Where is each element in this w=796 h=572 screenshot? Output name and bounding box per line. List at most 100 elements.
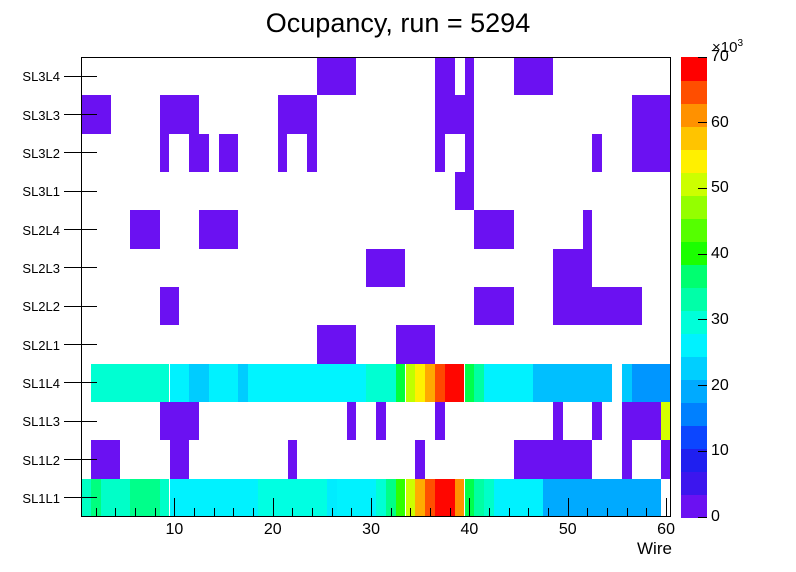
colorbar-tick [698,56,707,58]
colorbar-tick-label: 0 [711,508,720,525]
x-axis-minor-tick [95,508,97,517]
heatmap-cell [435,402,445,441]
heatmap-cell [435,478,455,517]
colorbar-band [681,471,707,495]
colorbar-band [681,103,707,127]
colorbar-band [681,218,707,242]
x-axis-minor-tick [410,508,412,517]
heatmap-cell [218,133,239,172]
x-axis-minor-tick [508,508,510,517]
x-axis-minor-tick [587,508,589,517]
heatmap-cell [366,248,406,287]
heatmap-cell [435,133,445,172]
y-axis-tick [64,229,97,230]
heatmap-cell [130,478,160,517]
colorbar-tick [698,516,707,518]
heatmap-cell [474,287,514,326]
heatmap-cell [621,440,632,479]
x-axis-minor-tick [449,508,451,517]
heatmap-cell [454,172,475,211]
heatmap-cell [159,287,180,326]
colorbar-band [681,425,707,449]
heatmap-cell [474,478,485,517]
x-axis-minor-tick [626,508,628,517]
x-axis-title: Wire [637,539,672,558]
heatmap-cell [435,57,455,96]
heatmap-cell [169,363,190,402]
y-axis-row-label: SL3L1 [22,184,60,200]
heatmap-cell [513,440,593,479]
x-axis-minor-tick [233,508,235,517]
heatmap-cell [189,133,209,172]
x-axis-major-tick [174,498,176,517]
y-axis-row-label: SL2L2 [22,299,60,315]
x-axis-major-tick [371,498,373,517]
heatmap-cell [474,363,485,402]
y-axis-row-label: SL1L3 [22,414,60,430]
heatmap-cell [553,248,593,287]
heatmap-cell [631,95,671,134]
colorbar-tick [698,253,707,255]
colorbar-tick-label: 50 [711,179,729,197]
y-axis-tick [64,382,97,384]
heatmap-cell [464,363,475,402]
y-axis-row-label: SL1L1 [22,490,60,506]
heatmap-cell [484,363,534,402]
heatmap-cell [277,95,317,134]
x-axis-tick-label: 40 [460,521,479,538]
heatmap-cell [317,57,357,96]
colorbar-band [681,80,707,104]
x-axis-major-tick [272,498,274,517]
colorbar-band [681,172,707,196]
y-axis-row-label: SL1L2 [22,452,60,468]
x-axis-major-tick [567,498,569,517]
x-axis-minor-tick [430,508,432,517]
y-axis-row-label: SL3L4 [22,69,60,85]
heatmap-cell [415,478,426,517]
x-axis-minor-tick [292,508,294,517]
y-axis-tick [64,267,97,269]
x-axis-minor-tick [331,508,333,517]
x-axis-minor-tick [489,508,491,517]
heatmap-cell [405,478,416,517]
y-axis-row-label: SL2L3 [22,260,60,276]
heatmap-cell [435,95,475,134]
colorbar-band [681,448,707,472]
heatmap-cell [317,325,357,364]
heatmap-cell [326,478,337,517]
x-axis-minor-tick [135,508,137,517]
y-axis-row-label: SL1L4 [22,375,60,391]
heatmap-cell [159,402,199,441]
heatmap-cell [189,363,209,402]
heatmap-cell [169,440,190,479]
heatmap-cell [454,478,465,517]
colorbar-band [681,402,707,426]
heatmap-cell [661,440,671,479]
colorbar-tick [698,385,707,387]
x-axis-minor-tick [253,508,255,517]
heatmap-cell [277,133,288,172]
y-axis-row-label: SL2L4 [22,222,60,238]
heatmap-cell [661,402,671,441]
heatmap-cell [533,363,612,402]
colorbar-band [681,379,707,403]
x-axis-minor-tick [154,508,156,517]
heatmap-cell [631,133,671,172]
y-axis-tick [64,75,97,77]
x-axis-tick-label: 20 [263,521,282,538]
colorbar-tick [698,122,707,124]
x-axis-tick-label: 50 [558,521,577,538]
heatmap-cell [494,478,544,517]
heatmap-cell [425,478,435,517]
heatmap-cell [159,133,170,172]
heatmap-cell [621,402,662,441]
x-axis-tick-label: 10 [165,521,184,538]
y-axis-tick [64,114,97,115]
heatmap-cell [208,363,239,402]
heatmap-cell [592,402,603,441]
colorbar-band [681,333,707,357]
colorbar-tick-label: 30 [711,310,729,328]
colorbar-exponent-power: 3 [737,38,744,49]
colorbar-band [681,264,707,288]
heatmap-cell [376,402,386,441]
